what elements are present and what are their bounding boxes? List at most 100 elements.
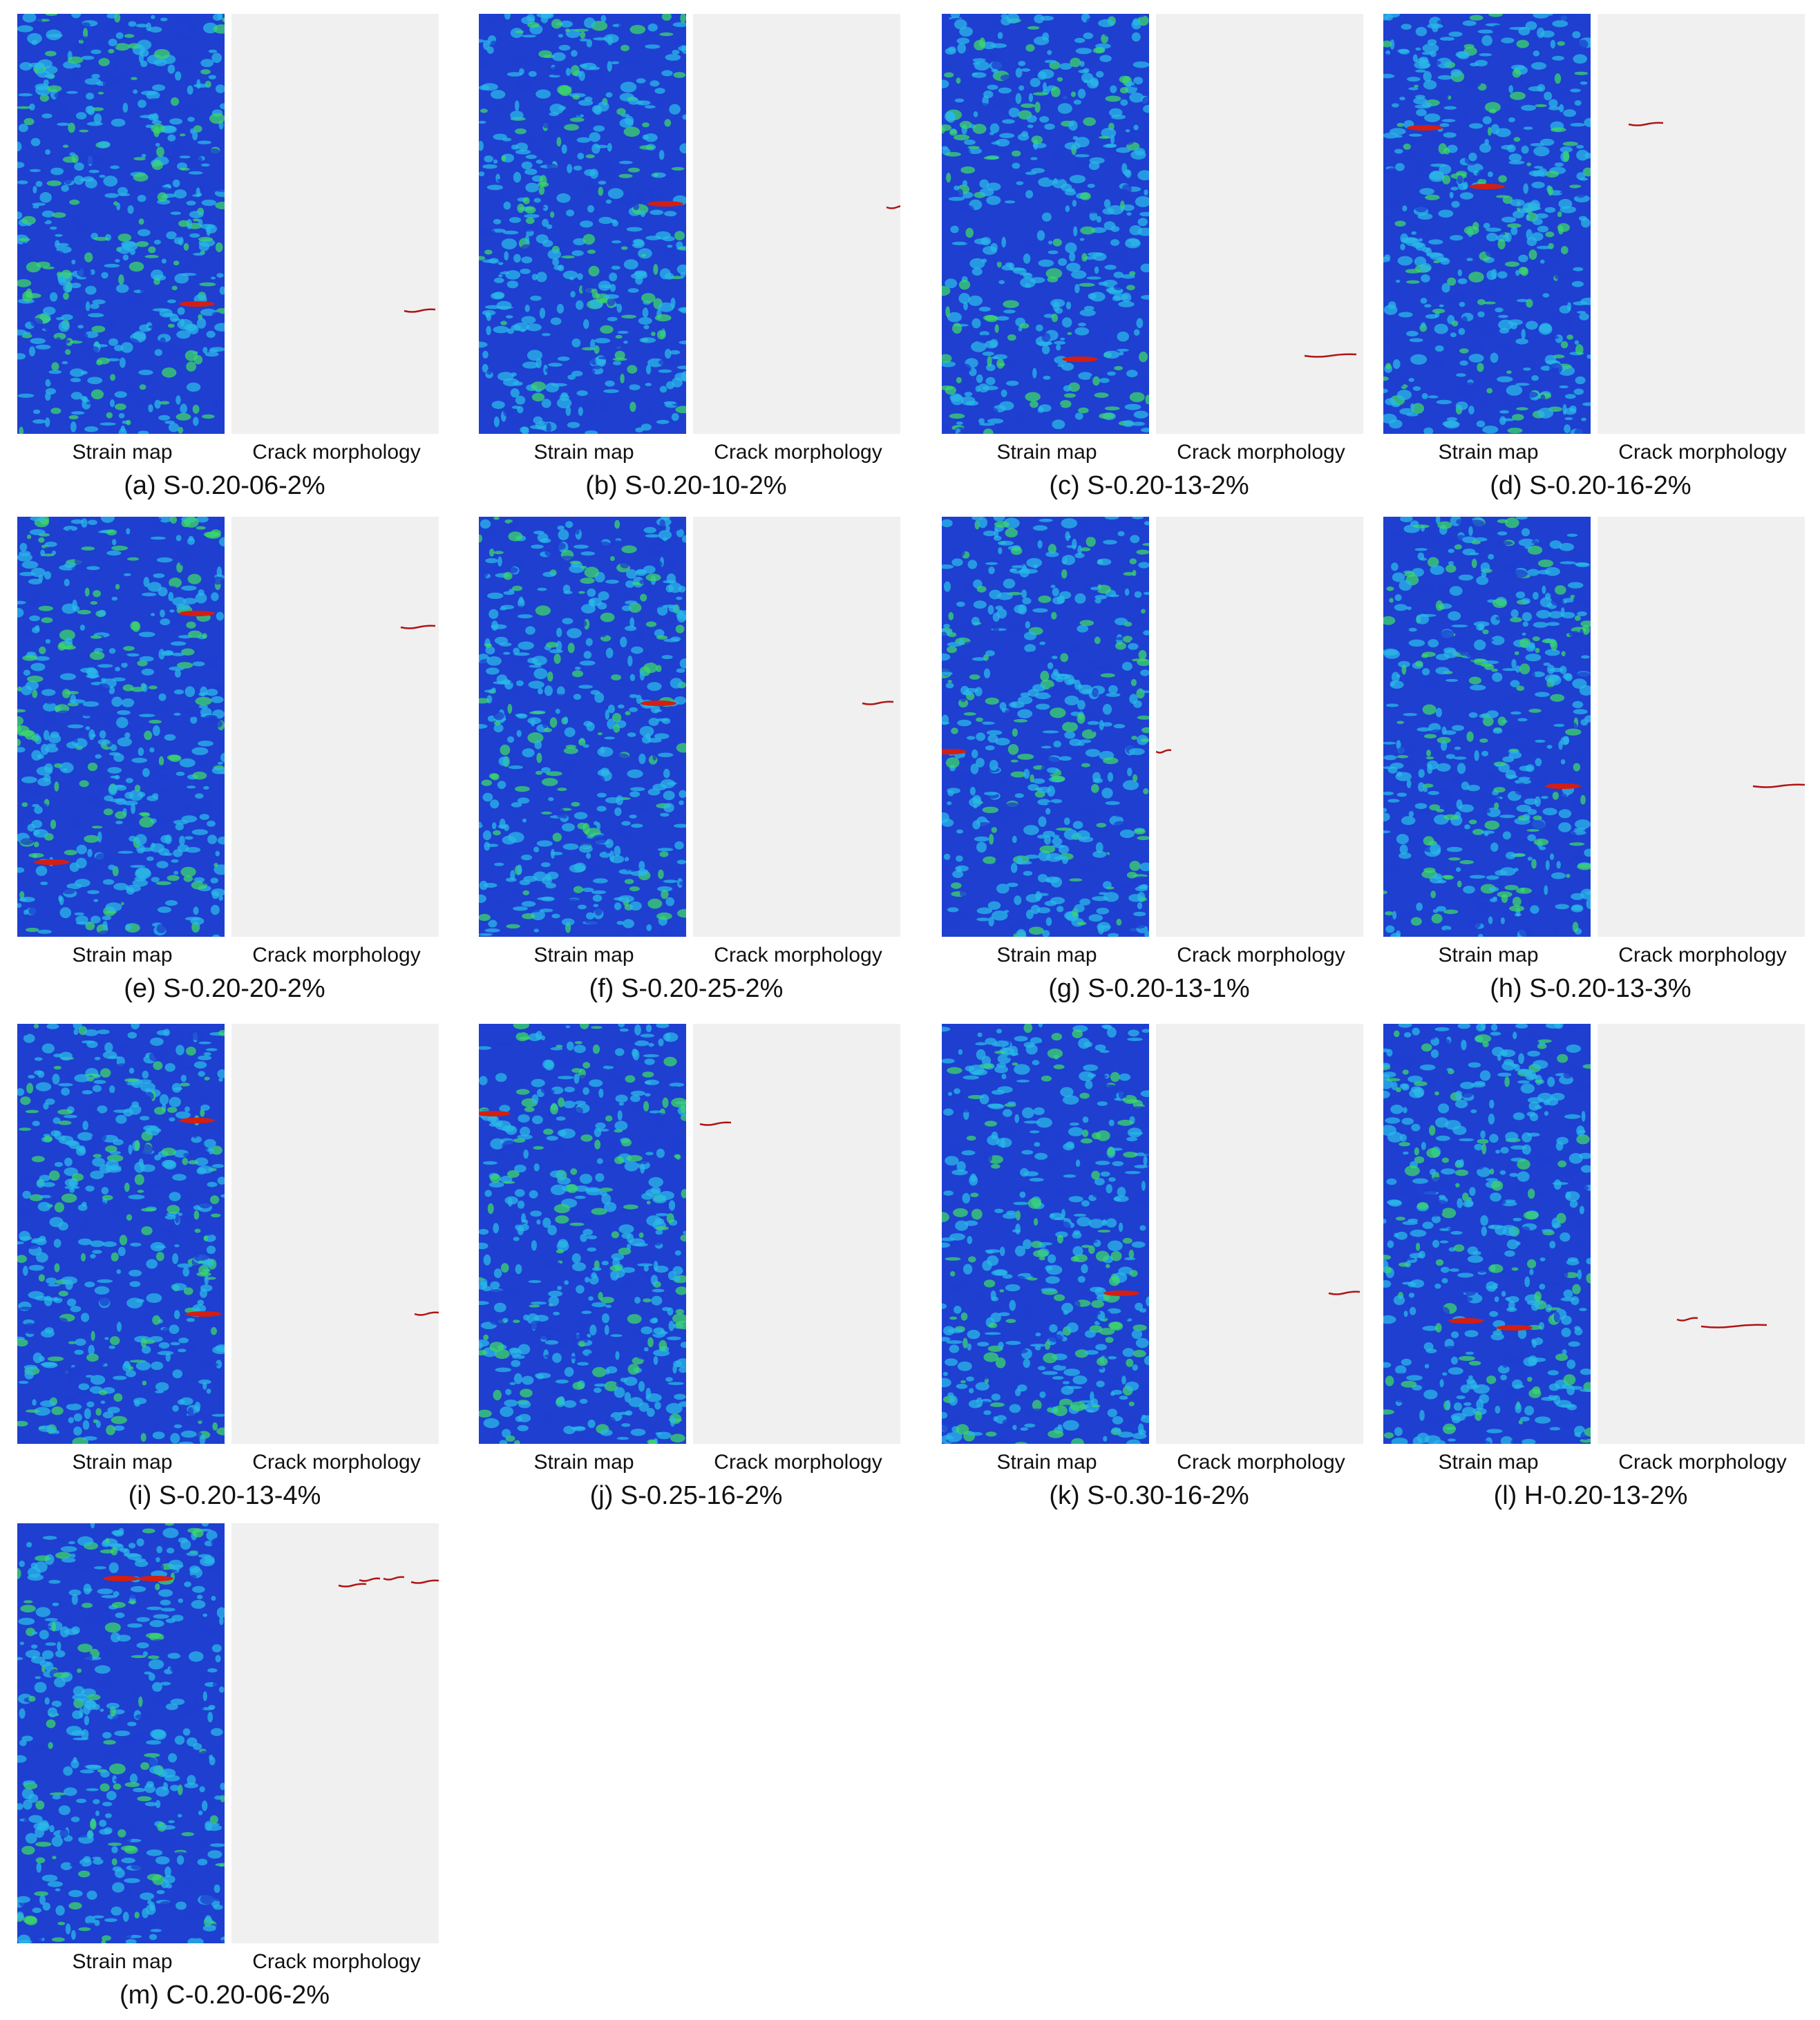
- crack-trace-canvas: [1752, 783, 1805, 788]
- strain-speckle: [479, 1024, 686, 1444]
- crack-morphology: [231, 1523, 439, 1943]
- panel-caption: (a) S-0.20-06-2%: [124, 471, 325, 500]
- crack-trace: [1752, 783, 1805, 788]
- strain-map-label: Strain map: [72, 944, 173, 966]
- strain-speckle: [1383, 1024, 1591, 1444]
- strain-peak: [647, 201, 683, 207]
- crack-morphology: [231, 517, 439, 937]
- strain-map-label: Strain map: [1438, 944, 1539, 966]
- crack-morphology: [693, 14, 900, 434]
- crack-morphology-label: Crack morphology: [1618, 944, 1787, 966]
- crack-trace: [414, 1311, 439, 1316]
- strain-peak: [34, 859, 70, 865]
- panel-k: Strain map Crack morphology (k) S-0.30-1…: [935, 1017, 1363, 1514]
- strain-peak: [1448, 1318, 1484, 1324]
- panel-m: Strain map Crack morphology (m) C-0.20-0…: [10, 1516, 439, 2014]
- panel-caption: (b) S-0.20-10-2%: [585, 471, 787, 500]
- panel-d: Strain map Crack morphology (d) S-0.20-1…: [1376, 7, 1805, 504]
- strain-map: [17, 1024, 225, 1444]
- crack-morphology: [231, 1024, 439, 1444]
- panel-g: Strain map Crack morphology (g) S-0.20-1…: [935, 510, 1363, 1007]
- crack-trace: [1328, 1290, 1361, 1295]
- crack-morphology: [1156, 1024, 1363, 1444]
- panel-caption: (l) H-0.20-13-2%: [1493, 1481, 1688, 1510]
- crack-trace: [862, 701, 894, 705]
- strain-speckle: [17, 14, 225, 434]
- crack-morphology-label: Crack morphology: [714, 1451, 882, 1474]
- panel-caption: (g) S-0.20-13-1%: [1048, 974, 1250, 1003]
- strain-peak: [942, 749, 967, 754]
- strain-peak: [179, 1118, 215, 1123]
- crack-morphology: [1156, 14, 1363, 434]
- crack-trace-canvas: [886, 205, 900, 209]
- strain-map-label: Strain map: [72, 1950, 173, 1973]
- strain-peak: [1407, 125, 1443, 131]
- panel-c: Strain map Crack morphology (c) S-0.20-1…: [935, 7, 1363, 504]
- panel-caption: (m) C-0.20-06-2%: [119, 1981, 330, 2010]
- strain-peak: [179, 611, 215, 616]
- strain-map: [479, 517, 686, 937]
- panel-caption: (e) S-0.20-20-2%: [124, 974, 325, 1003]
- panel-b: Strain map Crack morphology (b) S-0.20-1…: [472, 7, 900, 504]
- strain-map: [479, 1024, 686, 1444]
- crack-morphology-label: Crack morphology: [714, 944, 882, 966]
- crack-trace: [1628, 122, 1664, 126]
- strain-peak: [138, 1576, 173, 1581]
- crack-morphology: [231, 14, 439, 434]
- crack-morphology: [1598, 1024, 1805, 1444]
- panel-h: Strain map Crack morphology (h) S-0.20-1…: [1376, 510, 1805, 1007]
- crack-morphology: [693, 1024, 900, 1444]
- crack-morphology: [693, 517, 900, 937]
- panel-caption: (j) S-0.25-16-2%: [589, 1481, 783, 1510]
- strain-map: [1383, 517, 1591, 937]
- strain-map: [17, 1523, 225, 1943]
- crack-trace: [338, 1583, 367, 1588]
- crack-morphology-label: Crack morphology: [1177, 441, 1345, 464]
- crack-trace: [886, 205, 900, 209]
- panel-f: Strain map Crack morphology (f) S-0.20-2…: [472, 510, 900, 1007]
- strain-map: [942, 14, 1149, 434]
- strain-peak: [179, 301, 215, 307]
- strain-map-label: Strain map: [1438, 441, 1539, 464]
- strain-map: [17, 14, 225, 434]
- crack-trace-canvas: [414, 1311, 439, 1316]
- strain-map-label: Strain map: [996, 944, 1097, 966]
- crack-trace-canvas: [1156, 749, 1172, 754]
- strain-map-label: Strain map: [533, 441, 634, 464]
- crack-morphology-label: Crack morphology: [1177, 944, 1345, 966]
- panel-i: Strain map Crack morphology (i) S-0.20-1…: [10, 1017, 439, 1514]
- crack-trace-canvas: [1676, 1317, 1767, 1328]
- strain-map-label: Strain map: [996, 441, 1097, 464]
- strain-speckle: [479, 517, 686, 937]
- strain-map: [942, 1024, 1149, 1444]
- panel-e: Strain map Crack morphology (e) S-0.20-2…: [10, 510, 439, 1007]
- strain-map: [1383, 1024, 1591, 1444]
- crack-morphology-label: Crack morphology: [252, 944, 421, 966]
- crack-morphology: [1598, 14, 1805, 434]
- strain-map-label: Strain map: [72, 1451, 173, 1474]
- crack-trace-canvas: [1628, 122, 1664, 126]
- panel-a: Strain map Crack morphology (a) S-0.20-0…: [10, 7, 439, 504]
- strain-peak: [1497, 1325, 1533, 1331]
- panel-j: Strain map Crack morphology (j) S-0.25-1…: [472, 1017, 900, 1514]
- strain-speckle: [1383, 14, 1591, 434]
- panel-caption: (i) S-0.20-13-4%: [128, 1481, 321, 1510]
- crack-trace: [1304, 353, 1357, 358]
- panel-caption: (h) S-0.20-13-3%: [1490, 974, 1691, 1003]
- crack-trace-canvas: [862, 701, 894, 705]
- crack-trace-canvas: [404, 308, 436, 313]
- strain-map-label: Strain map: [996, 1451, 1097, 1474]
- crack-morphology-label: Crack morphology: [252, 1950, 421, 1973]
- strain-map-label: Strain map: [72, 441, 173, 464]
- crack-morphology-label: Crack morphology: [252, 441, 421, 464]
- crack-trace: [699, 1121, 732, 1126]
- strain-map-label: Strain map: [533, 944, 634, 966]
- strain-map-label: Strain map: [1438, 1451, 1539, 1474]
- strain-speckle: [942, 14, 1149, 434]
- strain-peak: [1103, 1290, 1139, 1296]
- strain-map: [479, 14, 686, 434]
- strain-peak: [1469, 184, 1505, 189]
- panel-caption: (f) S-0.20-25-2%: [589, 974, 784, 1003]
- strain-peak: [479, 1111, 511, 1116]
- crack-morphology: [1598, 517, 1805, 937]
